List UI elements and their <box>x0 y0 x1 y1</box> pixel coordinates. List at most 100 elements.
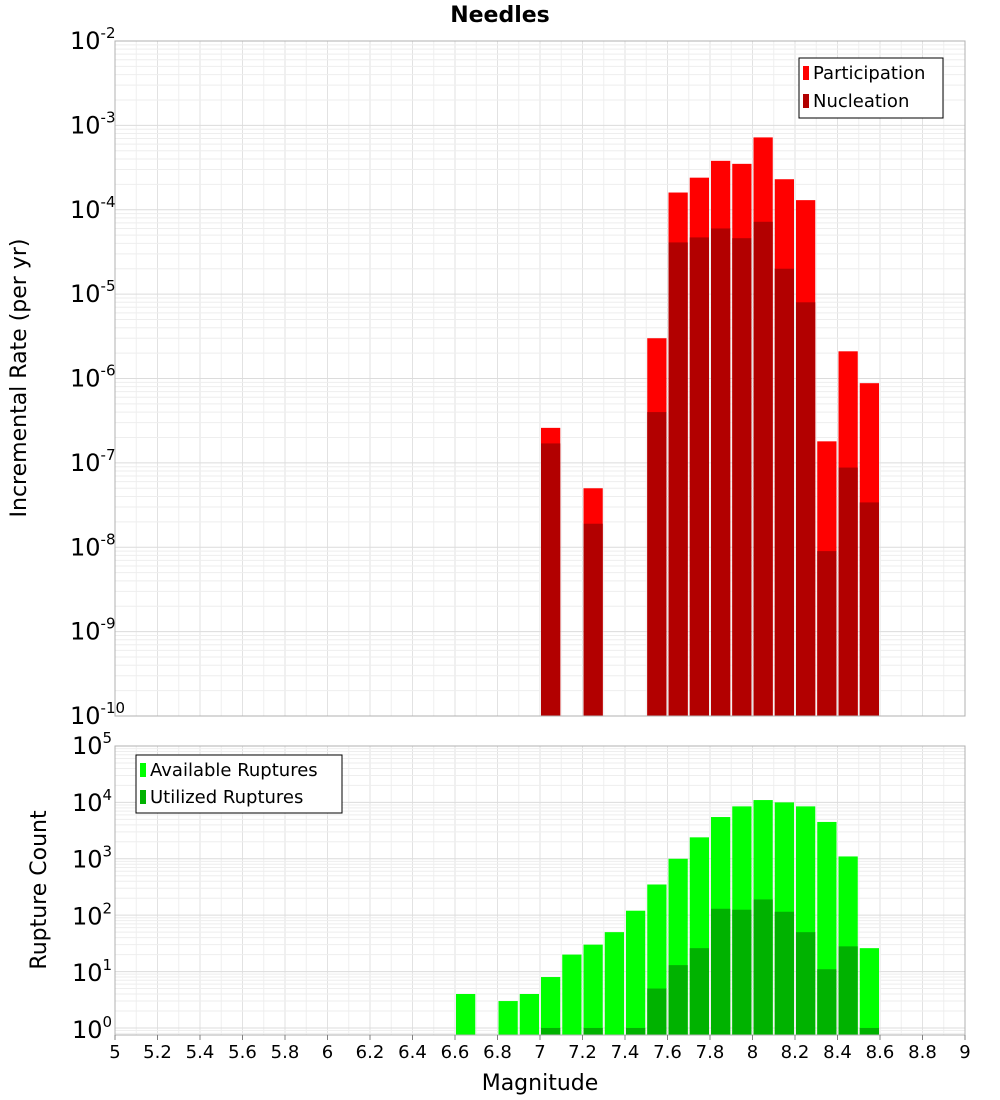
bottom-legend-box <box>135 754 343 814</box>
top-y-tick-label: 10-5 <box>70 277 116 308</box>
top-y-tick-exponent: -2 <box>101 24 116 42</box>
x-tick-label: 8.6 <box>866 1042 895 1063</box>
legend-label-participation: Participation <box>813 63 925 84</box>
top-legend-box <box>798 57 944 119</box>
x-tick-label: 5.6 <box>228 1042 257 1063</box>
top-series-1-bar <box>668 242 688 717</box>
bottom-series-1-bar <box>753 899 773 1035</box>
x-tick-label: 6.6 <box>441 1042 470 1063</box>
top-series-1-bar <box>647 412 667 716</box>
bottom-y-tick-label: 103 <box>72 843 112 874</box>
bottom-series-1-bar <box>711 908 731 1035</box>
top-series-1-bar <box>817 551 837 716</box>
legend-swatch-nucleation <box>803 94 809 108</box>
top-legend: Participation Nucleation <box>798 57 944 119</box>
top-series-1-bar <box>796 302 816 716</box>
top-series-1-bar <box>753 221 773 717</box>
x-tick-label: 6.8 <box>483 1042 512 1063</box>
top-y-tick-label: 10-7 <box>70 446 116 477</box>
bottom-y-tick-exponent: 2 <box>103 899 113 917</box>
top-y-tick-exponent: -6 <box>101 362 116 380</box>
legend-label-nucleation: Nucleation <box>813 91 909 112</box>
legend-swatch-participation <box>803 66 809 80</box>
x-tick-label: 7.8 <box>696 1042 725 1063</box>
top-series-1-bar <box>583 523 603 716</box>
bottom-series-1-bar <box>774 911 794 1035</box>
top-plot-frame <box>114 40 966 717</box>
bottom-series-1-bar <box>817 969 837 1035</box>
legend-label-utilized: Utilized Ruptures <box>150 787 303 808</box>
bottom-y-tick-base: 10 <box>72 846 103 874</box>
bottom-y-tick-label: 102 <box>72 899 112 930</box>
top-y-tick-base: 10 <box>70 111 101 139</box>
bottom-legend: Available Ruptures Utilized Ruptures <box>135 754 343 814</box>
x-axis-label: Magnitude <box>482 1071 599 1096</box>
x-tick-label: 6 <box>322 1042 333 1063</box>
bottom-y-tick-label: 100 <box>72 1013 112 1044</box>
bottom-series-0-bar <box>498 1001 518 1035</box>
top-y-tick-exponent: -7 <box>101 446 116 464</box>
bottom-y-tick-base: 10 <box>72 902 103 930</box>
top-series-1-bar <box>541 443 561 716</box>
bottom-series-0-bar <box>859 948 879 1035</box>
bottom-series-0-bar <box>541 977 561 1035</box>
x-tick-label: 7.2 <box>568 1042 597 1063</box>
bottom-series-1-bar <box>626 1027 646 1035</box>
top-bars <box>541 137 879 717</box>
top-series-1-bar <box>838 467 858 716</box>
bottom-y-tick-exponent: 3 <box>103 843 113 861</box>
bottom-series-1-bar <box>541 1027 561 1035</box>
top-y-tick-exponent: -3 <box>101 108 116 126</box>
legend-swatch-available <box>140 763 146 777</box>
x-tick-label: 6.2 <box>356 1042 385 1063</box>
bottom-y-tick-base: 10 <box>72 732 103 760</box>
top-y-tick-exponent: -8 <box>101 530 116 548</box>
x-tick-label: 7.4 <box>611 1042 640 1063</box>
bottom-series-1-bar <box>689 948 709 1035</box>
top-y-tick-label: 10-6 <box>70 362 116 393</box>
top-series-1-bar <box>774 268 794 716</box>
bottom-series-0-bar <box>456 994 476 1035</box>
x-tick-label: 5.4 <box>186 1042 215 1063</box>
bottom-y-tick-label: 105 <box>72 729 112 760</box>
bottom-series-1-bar <box>838 946 858 1035</box>
bottom-y-tick-label: 101 <box>72 956 112 987</box>
x-tick-label: 8.2 <box>781 1042 810 1063</box>
top-y-axis-label: Incremental Rate (per yr) <box>7 239 32 518</box>
x-tick-label: 5 <box>109 1042 120 1063</box>
bottom-series-1-bar <box>859 1027 879 1035</box>
top-y-tick-label: 10-8 <box>70 530 116 561</box>
x-tick-label: 5.8 <box>271 1042 300 1063</box>
x-tick-label: 8 <box>747 1042 758 1063</box>
bottom-y-axis-label: Rupture Count <box>27 810 52 970</box>
bottom-bars <box>456 800 879 1035</box>
top-y-tick-base: 10 <box>70 280 101 308</box>
x-tick-label: 9 <box>959 1042 970 1063</box>
bottom-series-0-bar <box>583 944 603 1035</box>
top-y-tick-label: 10-3 <box>70 108 116 139</box>
top-y-tick-exponent: -9 <box>101 615 116 633</box>
bottom-series-1-bar <box>647 988 667 1035</box>
top-y-tick-exponent: -5 <box>101 277 116 295</box>
x-tick-label: 8.4 <box>823 1042 852 1063</box>
bottom-series-1-bar <box>796 932 816 1035</box>
bottom-series-1-bar <box>583 1027 603 1035</box>
top-series-1-bar <box>689 237 709 717</box>
top-y-tick-exponent: -4 <box>101 193 116 211</box>
chart-title: Needles <box>450 3 550 28</box>
top-series-1-bar <box>859 502 879 716</box>
top-y-tick-label: 10-2 <box>70 24 116 55</box>
x-tick-label: 6.4 <box>398 1042 427 1063</box>
bottom-y-tick-base: 10 <box>72 1016 103 1044</box>
top-y-tick-base: 10 <box>70 196 101 224</box>
top-series-1-bar <box>711 228 731 716</box>
legend-label-available: Available Ruptures <box>150 760 318 781</box>
bottom-series-0-bar <box>562 954 582 1035</box>
top-y-tick-label: 10-4 <box>70 193 116 224</box>
top-y-tick-exponent: -10 <box>101 699 126 717</box>
